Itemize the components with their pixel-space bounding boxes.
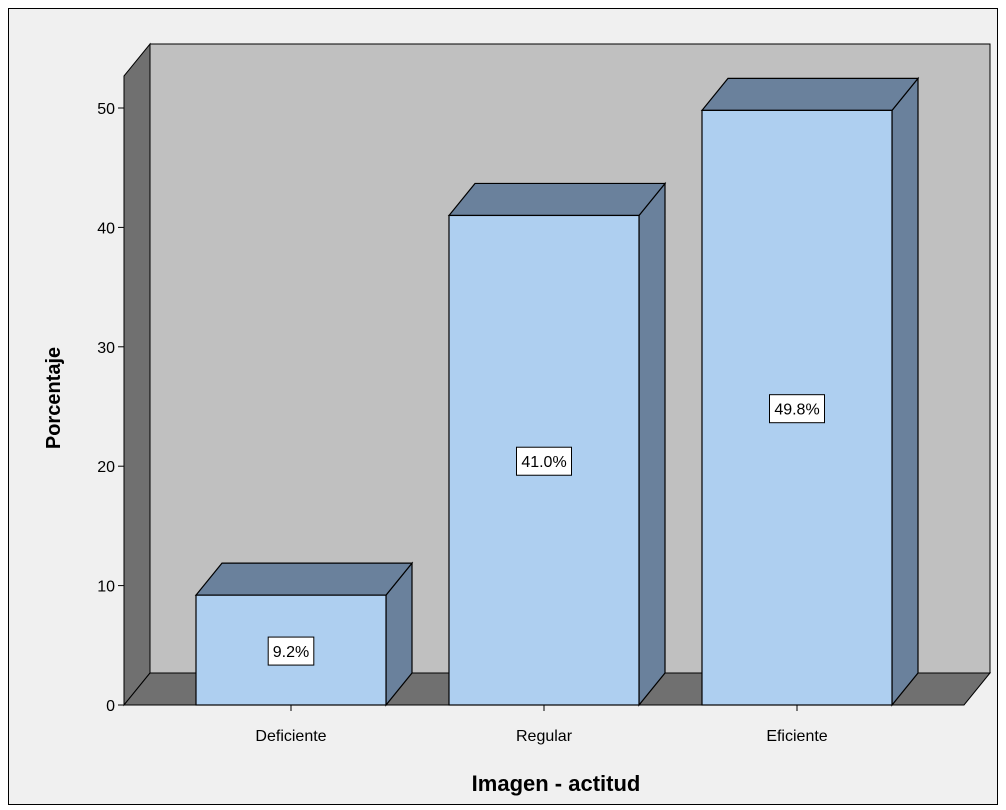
bar-top xyxy=(700,77,920,111)
x-axis-title: Imagen - actitud xyxy=(472,771,641,796)
y-tick-label: 30 xyxy=(97,340,115,357)
x-tick-label: Deficiente xyxy=(255,728,326,745)
bar-eficiente: 49.8% xyxy=(700,76,920,707)
bar-deficiente: 9.2% xyxy=(194,561,414,707)
data-label: 41.0% xyxy=(521,454,566,471)
y-tick-label: 10 xyxy=(97,579,115,596)
data-label-box xyxy=(267,636,315,666)
y-axis-title: Porcentaje xyxy=(43,347,65,449)
x-tick-label: Regular xyxy=(516,728,573,745)
x-axis: Deficiente Regular Eficiente xyxy=(255,705,828,745)
data-label-box xyxy=(516,446,572,476)
left-wall xyxy=(123,42,151,707)
x-tick-label: Eficiente xyxy=(766,728,827,745)
bar-regular: 41.0% xyxy=(447,181,667,707)
bar-side xyxy=(891,76,919,707)
data-label: 9.2% xyxy=(273,644,309,661)
bar-side xyxy=(638,181,666,707)
data-label: 49.8% xyxy=(774,402,819,419)
chart-frame: 0 10 20 30 40 50 9.2% 41.0% 49.8% Deficiente Reg… xyxy=(8,8,998,805)
y-axis: 0 10 20 30 40 50 xyxy=(97,101,124,715)
y-tick-label: 20 xyxy=(97,459,115,476)
y-tick-label: 0 xyxy=(106,698,115,715)
bars: 9.2% 41.0% 49.8% xyxy=(194,76,920,707)
bar-chart: 0 10 20 30 40 50 9.2% 41.0% 49.8% Deficiente Reg… xyxy=(8,8,998,805)
y-tick-label: 40 xyxy=(97,220,115,237)
bar-top xyxy=(194,562,414,596)
y-tick-label: 50 xyxy=(97,101,115,118)
bar-top xyxy=(447,182,667,217)
data-label-box xyxy=(769,394,825,424)
